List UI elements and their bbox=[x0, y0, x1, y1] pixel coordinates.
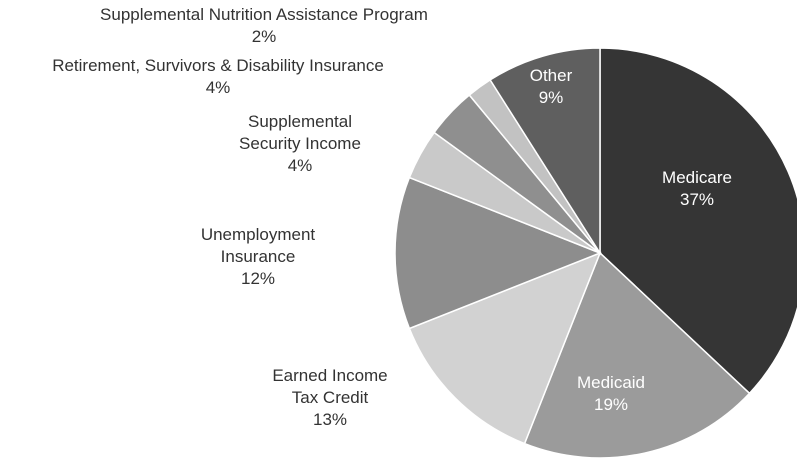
slice-label-line: Security Income bbox=[239, 134, 361, 153]
slice-label: Supplemental Nutrition Assistance Progra… bbox=[100, 5, 428, 46]
slice-percent: 4% bbox=[206, 78, 231, 97]
slice-label: Other 9% bbox=[530, 66, 573, 107]
slice-percent: 12% bbox=[241, 269, 275, 288]
slice-percent: 19% bbox=[594, 395, 628, 414]
slice-label: Unemployment Insurance 12% bbox=[201, 225, 316, 288]
slice-percent: 4% bbox=[288, 156, 313, 175]
slice-label-line: Tax Credit bbox=[292, 388, 369, 407]
slice-label-line: Retirement, Survivors & Disability Insur… bbox=[52, 56, 384, 75]
slice-label-line: Unemployment bbox=[201, 225, 316, 244]
pie-slice-other bbox=[489, 47, 601, 256]
slice-label: Earned Income Tax Credit 13% bbox=[272, 366, 387, 429]
slice-label-line: Medicare bbox=[662, 168, 732, 187]
slice-label-line: Supplemental bbox=[248, 112, 352, 131]
slice-percent: 9% bbox=[539, 88, 564, 107]
slice-percent: 37% bbox=[680, 190, 714, 209]
slice-label-line: Other bbox=[530, 66, 573, 85]
slice-label: Retirement, Survivors & Disability Insur… bbox=[52, 56, 384, 97]
slice-label: Supplemental Security Income 4% bbox=[239, 112, 361, 175]
pie-slice-medicaid bbox=[523, 251, 751, 459]
slice-label: Medicaid 19% bbox=[577, 373, 645, 414]
slice-percent: 2% bbox=[252, 27, 277, 46]
slice-label-line: Earned Income bbox=[272, 366, 387, 385]
slice-percent: 13% bbox=[313, 410, 347, 429]
pie-slices bbox=[394, 47, 797, 459]
pie-slice-unemployment-insurance bbox=[394, 176, 603, 330]
pie-slice-earned-income-tax-credit bbox=[408, 251, 602, 445]
slice-label: Medicare 37% bbox=[662, 168, 732, 209]
slice-label-line: Medicaid bbox=[577, 373, 645, 392]
pie-labels: Medicare 37% Medicaid 19% Earned Income Tax C… bbox=[52, 5, 732, 429]
pie-slice-medicare bbox=[599, 47, 797, 395]
slice-label-line: Supplemental Nutrition Assistance Progra… bbox=[100, 5, 428, 24]
slice-label-line: Insurance bbox=[221, 247, 296, 266]
